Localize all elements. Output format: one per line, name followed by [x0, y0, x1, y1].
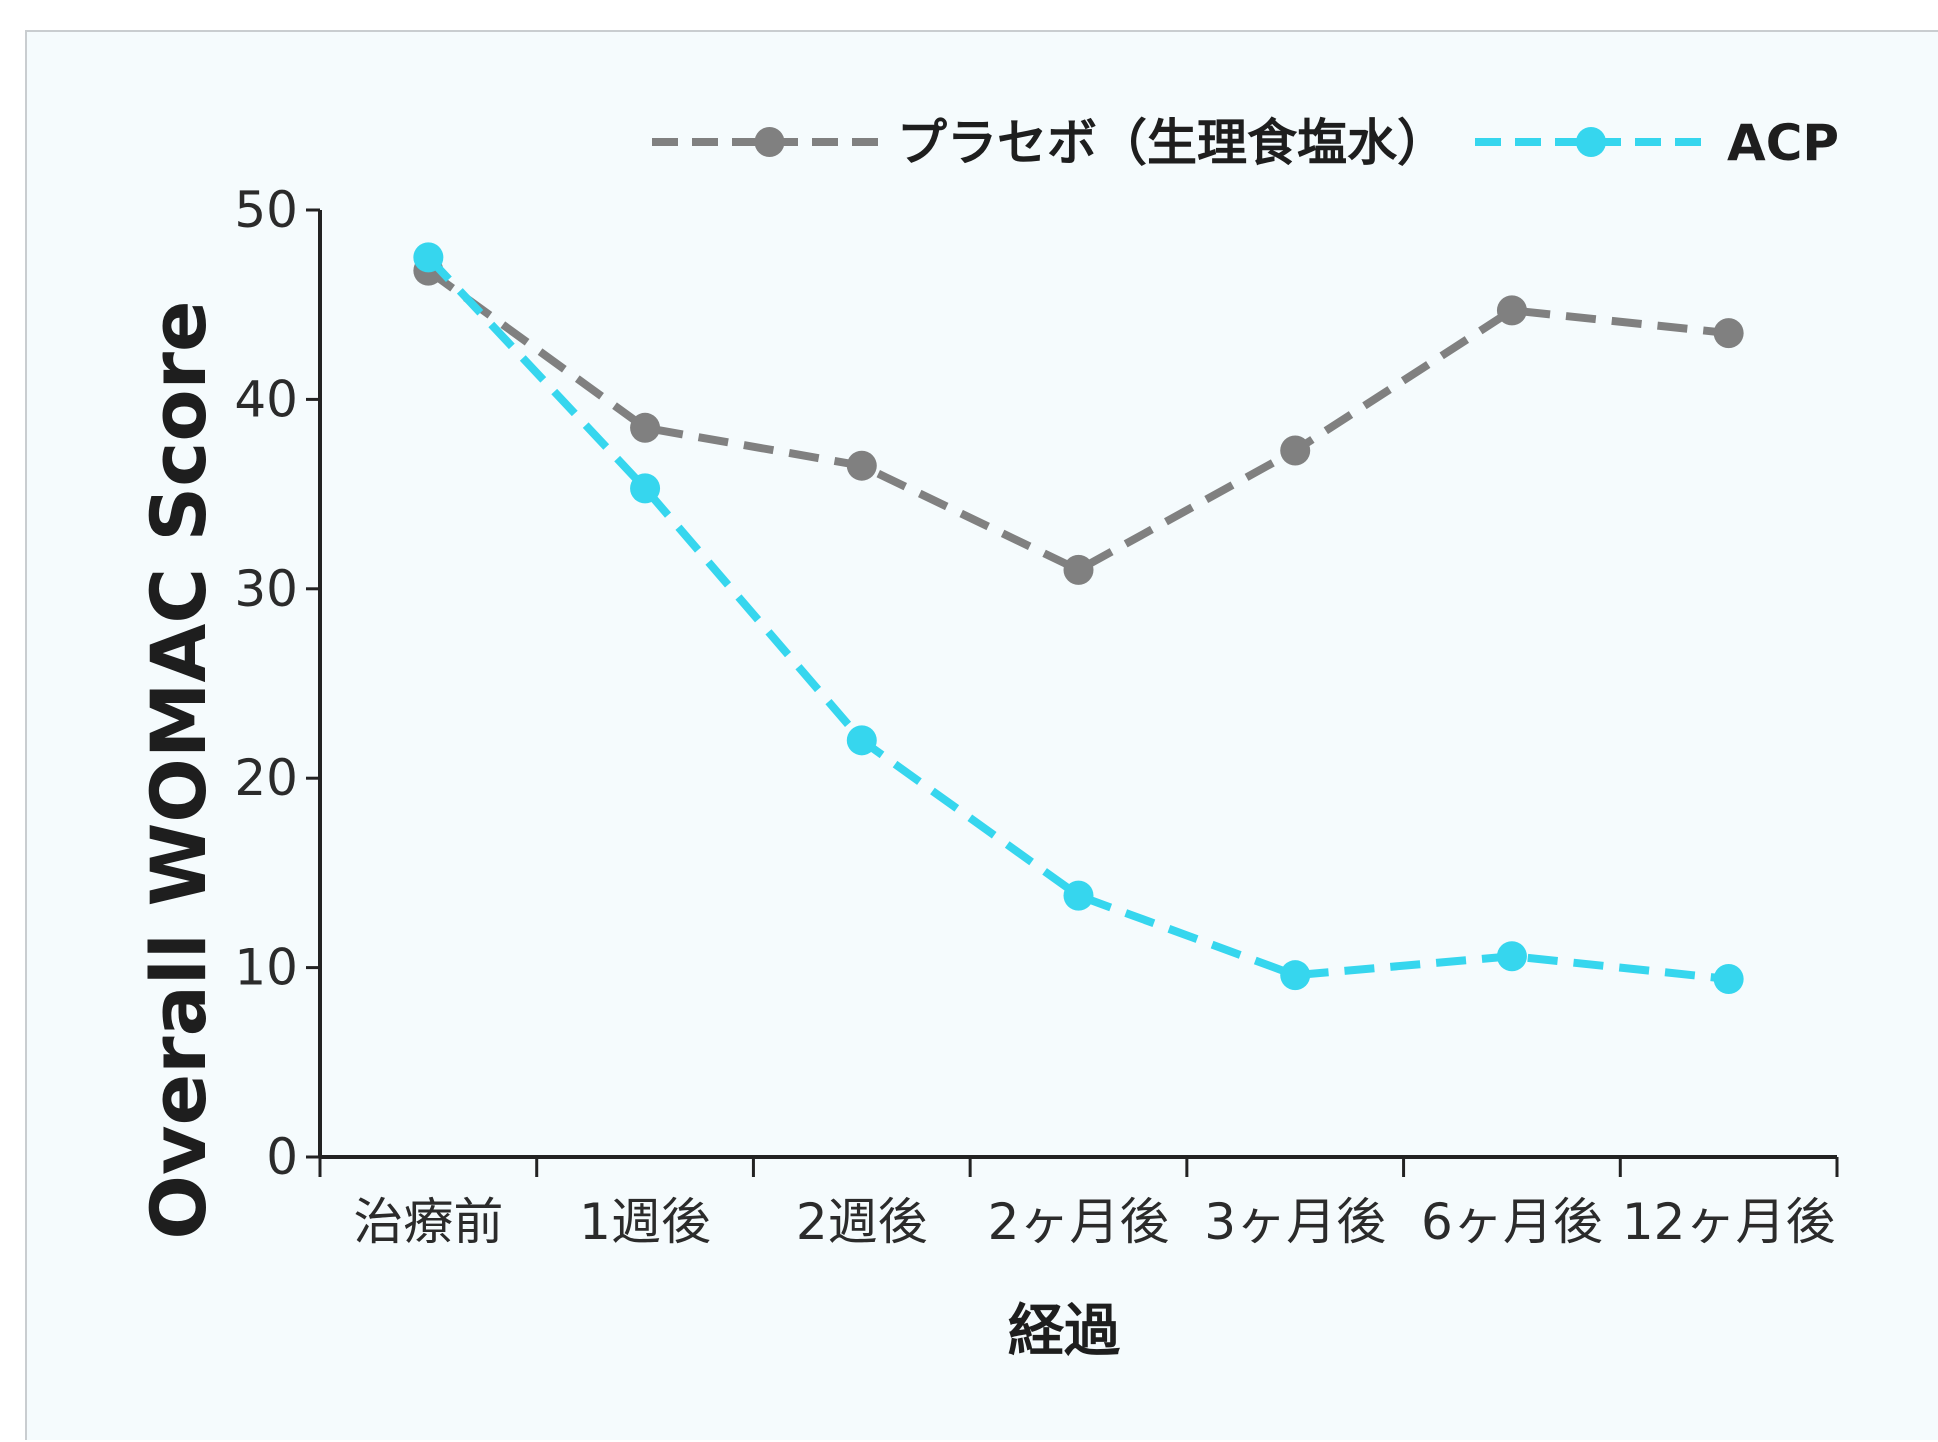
x-tick-label: 3ヶ月後: [1204, 1193, 1386, 1251]
y-tick-label: 10: [234, 939, 298, 997]
chart-panel: 0 10 20 30 40 50 治療前 1週後 2週後 2ヶ月後 3ヶ月後 6ヶ月後 12ヶ月後 プ…: [25, 30, 1938, 1440]
series-acp: [413, 242, 1744, 994]
y-tick-label: 20: [234, 749, 298, 807]
data-point: [846, 725, 877, 756]
data-point: [630, 473, 661, 504]
legend: プラセボ（生理食塩水） ACP: [652, 114, 1839, 172]
data-point: [1280, 435, 1311, 466]
x-tick-label: 2ヶ月後: [988, 1193, 1170, 1251]
legend-marker: [1576, 127, 1606, 157]
x-tick-label: 6ヶ月後: [1421, 1193, 1603, 1251]
series: [413, 242, 1744, 994]
line-chart: 0 10 20 30 40 50 治療前 1週後 2週後 2ヶ月後 3ヶ月後 6ヶ月後 12ヶ月後 プ…: [134, 114, 1839, 1364]
legend-item: ACP: [1475, 114, 1839, 172]
series-line: [426, 267, 1730, 574]
y-tick-label: 40: [234, 370, 298, 428]
series-placebo: [413, 255, 1744, 585]
legend-item: プラセボ（生理食塩水）: [652, 114, 1447, 172]
x-tick-label: 2週後: [796, 1193, 928, 1251]
data-point: [1713, 963, 1744, 994]
data-point: [1063, 554, 1094, 585]
legend-label: プラセボ（生理食塩水）: [897, 114, 1447, 172]
data-point: [1713, 318, 1744, 349]
y-tick-label: 0: [266, 1128, 298, 1186]
axes: [318, 210, 1837, 1159]
legend-marker: [754, 127, 785, 157]
x-tick-label: 1週後: [579, 1193, 711, 1251]
data-point: [1496, 295, 1527, 326]
data-point: [413, 242, 444, 273]
data-point: [630, 412, 661, 443]
data-point: [1063, 880, 1094, 911]
series-line: [425, 254, 1730, 983]
x-tick-label: 治療前: [353, 1193, 503, 1251]
y-tick-label: 50: [234, 181, 298, 239]
x-axis-title: 経過: [1008, 1299, 1121, 1364]
y-axis-title: Overall WOMAC Score: [134, 300, 223, 1239]
y-tick-label: 30: [234, 560, 298, 618]
legend-label: ACP: [1727, 114, 1839, 172]
x-ticks: 治療前 1週後 2週後 2ヶ月後 3ヶ月後 6ヶ月後 12ヶ月後: [318, 1157, 1839, 1251]
data-point: [846, 450, 877, 481]
data-point: [1280, 960, 1311, 991]
data-point: [1496, 941, 1527, 972]
x-tick-label: 12ヶ月後: [1622, 1193, 1836, 1251]
y-ticks: 0 10 20 30 40 50: [234, 181, 320, 1186]
